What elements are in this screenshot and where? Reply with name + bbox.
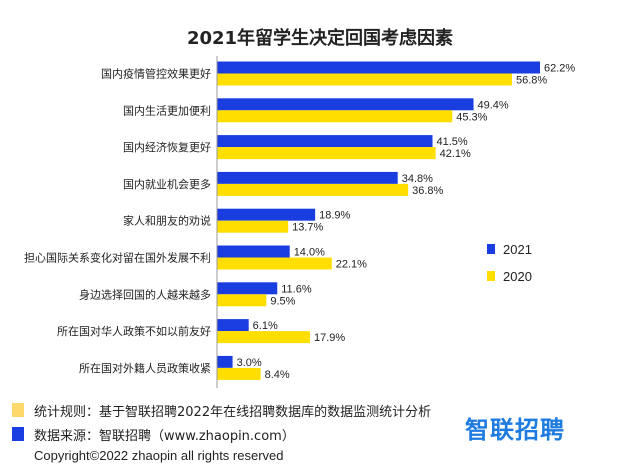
data-label-2021: 41.5% (437, 136, 468, 148)
bar-2021-1 (217, 61, 540, 74)
data-source-text: 数据来源：智联招聘（www.zhaopin.com） (34, 428, 295, 444)
data-source-swatch (12, 427, 24, 441)
legend-label-2020: 2020 (503, 269, 532, 284)
data-label-2021: 11.6% (281, 283, 312, 295)
data-label-2020: 36.8% (412, 185, 443, 197)
copyright-text: Copyright©2022 zhaopin all rights reserv… (34, 448, 284, 463)
data-label-2021: 14.0% (294, 247, 325, 259)
legend-swatch-2020 (487, 271, 495, 281)
category-label: 家人和朋友的劝说 (123, 214, 211, 228)
data-label-2020: 22.1% (336, 259, 367, 271)
data-label-2021: 34.8% (402, 173, 433, 185)
category-label: 所在国对华人政策不如以前友好 (57, 324, 211, 338)
stats-rule-note: 统计规则：基于智联招聘2022年在线招聘数据库的数据监测统计分析 (12, 402, 432, 420)
stats-rule-swatch (12, 403, 24, 417)
bar-2020-4 (217, 183, 409, 196)
category-label: 所在国对外籍人员政策收紧 (79, 361, 211, 375)
bar-2020-3 (217, 147, 436, 160)
bar-chart: 国内疫情管控效果更好 62.2%56.8% 国内生活更加便利 49.4%45.3% 国内… (24, 56, 575, 388)
data-label-2021: 6.1% (253, 320, 278, 332)
bar-2020-6 (217, 257, 332, 270)
bar-2021-5 (217, 208, 316, 221)
data-label-2020: 9.5% (270, 295, 295, 307)
data-label-2020: 13.7% (292, 222, 323, 234)
category-label: 国内经济恢复更好 (123, 140, 211, 154)
bar-2020-1 (217, 73, 512, 86)
legend-swatch-2021 (487, 244, 495, 254)
data-label-2021: 3.0% (237, 357, 262, 369)
zhaopin-logo: 智联招聘 (465, 416, 565, 444)
category-label: 担心国际关系变化对留在国外发展不利 (24, 251, 211, 265)
category-label: 国内生活更加便利 (123, 103, 211, 117)
bar-2021-4 (217, 171, 398, 184)
bar-2020-9 (217, 367, 261, 380)
data-label-2021: 62.2% (544, 63, 575, 75)
bar-2021-6 (217, 245, 290, 258)
bar-2020-2 (217, 110, 453, 123)
bar-2020-8 (217, 331, 310, 344)
data-source-note: 数据来源：智联招聘（www.zhaopin.com） (12, 426, 295, 444)
bar-2021-3 (217, 135, 433, 148)
legend-label-2021: 2021 (503, 242, 532, 257)
category-label: 身边选择回国的人越来越多 (79, 287, 211, 301)
data-label-2020: 56.8% (516, 75, 547, 87)
chart-title: 2021年留学生决定回国考虑因素 (186, 28, 454, 49)
data-label-2020: 17.9% (314, 332, 345, 344)
bar-2020-5 (217, 220, 289, 233)
bar-2021-9 (217, 355, 233, 368)
category-label: 国内就业机会更多 (123, 177, 211, 191)
data-label-2020: 45.3% (456, 111, 487, 123)
bar-2021-8 (217, 319, 249, 332)
data-label-2021: 18.9% (319, 210, 350, 222)
bar-2020-7 (217, 294, 267, 307)
data-label-2021: 49.4% (478, 99, 509, 111)
data-label-2020: 8.4% (265, 369, 290, 381)
data-label-2020: 42.1% (440, 148, 471, 160)
bar-2021-7 (217, 282, 278, 295)
stats-rule-text: 统计规则：基于智联招聘2022年在线招聘数据库的数据监测统计分析 (34, 404, 432, 420)
category-label: 国内疫情管控效果更好 (101, 67, 211, 81)
bar-2021-2 (217, 98, 474, 111)
